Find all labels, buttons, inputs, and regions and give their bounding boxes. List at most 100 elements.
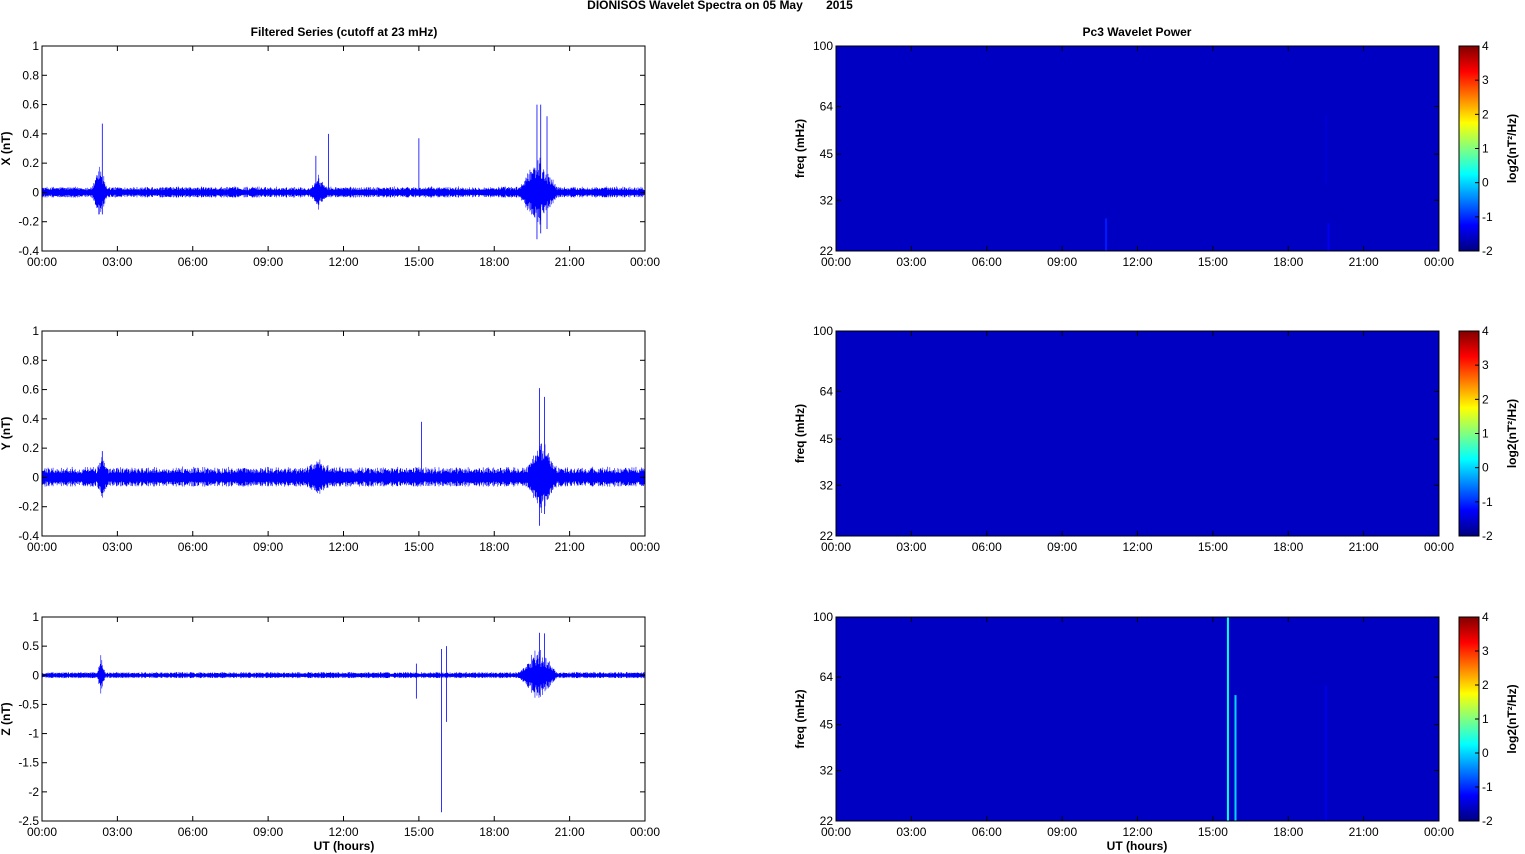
filtered-y-x-tick-label: 09:00: [253, 540, 283, 554]
wavelet-y-colorbar-tick-label: 0: [1482, 461, 1489, 475]
filtered-x-y-tick-label: 0.8: [22, 68, 39, 82]
wavelet-x-colorbar-label: log2(nT²/Hz): [1505, 114, 1519, 183]
filtered-x-plot-area: [42, 46, 645, 251]
wavelet-y-spectrum: [836, 331, 1439, 536]
wavelet-x-colorbar-tick-label: 0: [1482, 176, 1489, 190]
filtered-x-x-tick-label: 03:00: [102, 255, 132, 269]
wavelet-z-y-tick-label: 100: [813, 610, 833, 624]
filtered-x-x-tick-label: 09:00: [253, 255, 283, 269]
wavelet-y-x-tick-label: 18:00: [1273, 540, 1303, 554]
filtered-z-x-tick-label: 06:00: [178, 825, 208, 839]
wavelet-y-x-tick-label: 21:00: [1349, 540, 1379, 554]
wavelet-y-colorbar-tick-label: 4: [1482, 324, 1489, 338]
wavelet-z-colorbar-tick-label: 2: [1482, 678, 1489, 692]
wavelet-x-x-tick-label: 21:00: [1349, 255, 1379, 269]
wavelet-y-x-tick-label: 15:00: [1198, 540, 1228, 554]
wavelet-y-y-tick-label: 32: [820, 478, 834, 492]
wavelet-y-x-tick-label: 06:00: [972, 540, 1002, 554]
filtered-x-x-tick-label: 06:00: [178, 255, 208, 269]
filtered-y-x-tick-label: 18:00: [479, 540, 509, 554]
wavelet-x-colorbar-tick-label: -2: [1482, 244, 1493, 258]
filtered-y-y-tick-label: 0.2: [22, 441, 39, 455]
panel-filtered-y: -0.4 -0.2 0 0.2 0.4 0.6 0.8 1 00:00 03:00 06:00 09:…: [0, 324, 660, 554]
filtered-z-x-tick-label: 15:00: [404, 825, 434, 839]
wavelet-y-y-tick-label: 64: [820, 384, 834, 398]
wavelet-y-y-tick-label: 45: [820, 432, 834, 446]
wavelet-z-colorbar-label: log2(nT²/Hz): [1505, 684, 1519, 753]
filtered-z-y-tick-label: 1: [32, 610, 39, 624]
wavelet-z-colorbar-tick-label: -2: [1482, 814, 1493, 828]
wavelet-z-x-tick-label: 09:00: [1047, 825, 1077, 839]
filtered-y-x-tick-label: 06:00: [178, 540, 208, 554]
wavelet-x-colorbar-tick-label: 2: [1482, 107, 1489, 121]
wavelet-y-colorbar-tick-label: 3: [1482, 358, 1489, 372]
filtered-z-plot-area: [42, 617, 645, 821]
filtered-x-y-tick-label: 0.4: [22, 127, 39, 141]
wavelet-z-power-feature: [1234, 695, 1237, 821]
filtered-z-x-tick-label: 00:00: [630, 825, 660, 839]
wavelet-x-x-tick-label: 15:00: [1198, 255, 1228, 269]
wavelet-x-x-tick-label: 03:00: [896, 255, 926, 269]
wavelet-y-colorbar-tick-label: -2: [1482, 529, 1493, 543]
filtered-z-y-tick-label: 0.5: [22, 639, 39, 653]
wavelet-y-x-tick-label: 03:00: [896, 540, 926, 554]
wavelet-z-spectrum: [836, 617, 1439, 821]
filtered-x-y-tick-label: 1: [32, 39, 39, 53]
filtered-z-y-label: Z (nT): [0, 702, 13, 735]
filtered-y-x-tick-label: 00:00: [630, 540, 660, 554]
filtered-x-y-tick-label: 0.6: [22, 98, 39, 112]
filtered-z-x-tick-label: 00:00: [27, 825, 57, 839]
wavelet-x-power-feature: [1327, 223, 1330, 251]
filtered-y-x-tick-label: 00:00: [27, 540, 57, 554]
wavelet-z-x-tick-label: 03:00: [896, 825, 926, 839]
wavelet-z-power-feature: [1324, 685, 1327, 821]
filtered-y-x-tick-label: 15:00: [404, 540, 434, 554]
wavelet-z-colorbar-tick-label: -1: [1482, 780, 1493, 794]
wavelet-x-x-tick-label: 09:00: [1047, 255, 1077, 269]
wavelet-x-x-tick-label: 06:00: [972, 255, 1002, 269]
wavelet-y-y-tick-label: 100: [813, 324, 833, 338]
filtered-y-y-tick-label: 0.4: [22, 412, 39, 426]
filtered-x-x-tick-label: 15:00: [404, 255, 434, 269]
filtered-z-x-tick-label: 12:00: [328, 825, 358, 839]
wavelet-y-colorbar-tick-label: 2: [1482, 392, 1489, 406]
filtered-z-y-tick-label: -2.5: [18, 814, 39, 828]
wavelet-z-y-tick-label: 45: [820, 718, 834, 732]
filtered-y-y-tick-label: 1: [32, 324, 39, 338]
wavelet-y-x-tick-label: 00:00: [821, 540, 851, 554]
filtered-x-x-tick-label: 21:00: [555, 255, 585, 269]
wavelet-z-colorbar-tick-label: 1: [1482, 712, 1489, 726]
filtered-x-y-tick-label: 0.2: [22, 156, 39, 170]
wavelet-z-y-tick-label: 22: [820, 814, 834, 828]
wavelet-y-x-tick-label: 09:00: [1047, 540, 1077, 554]
wavelet-x-y-tick-label: 22: [820, 244, 834, 258]
wavelet-y-y-tick-label: 22: [820, 529, 834, 543]
filtered-y-y-tick-label: -0.4: [18, 529, 39, 543]
wavelet-x-y-tick-label: 32: [820, 193, 834, 207]
wavelet-x-colorbar-tick-label: -1: [1482, 210, 1493, 224]
wavelet-z-colorbar-tick-label: 3: [1482, 644, 1489, 658]
filtered-y-x-tick-label: 03:00: [102, 540, 132, 554]
filtered-z-y-tick-label: -0.5: [18, 697, 39, 711]
filtered-z-x-tick-label: 03:00: [102, 825, 132, 839]
wavelet-z-x-tick-label: 18:00: [1273, 825, 1303, 839]
wavelet-y-y-label: freq (mHz): [793, 404, 807, 463]
wavelet-z-power-feature: [1226, 617, 1229, 821]
wavelet-x-y-tick-label: 45: [820, 147, 834, 161]
filtered-z-y-tick-label: -2: [28, 785, 39, 799]
wavelet-z-x-tick-label: 00:00: [821, 825, 851, 839]
filtered-x-x-tick-label: 00:00: [630, 255, 660, 269]
filtered-y-plot-area: [42, 331, 645, 536]
filtered-x-y-tick-label: 0: [32, 185, 39, 199]
wavelet-x-x-tick-label: 18:00: [1273, 255, 1303, 269]
wavelet-x-y-tick-label: 100: [813, 39, 833, 53]
wavelet-z-x-tick-label: 06:00: [972, 825, 1002, 839]
wavelet-x-x-tick-label: 00:00: [821, 255, 851, 269]
wavelet-x-x-tick-label: 00:00: [1424, 255, 1454, 269]
filtered-x-y-label: X (nT): [0, 132, 13, 166]
filtered-x-x-tick-label: 00:00: [27, 255, 57, 269]
filtered-z-x-tick-label: 21:00: [555, 825, 585, 839]
wavelet-z-y-label: freq (mHz): [793, 689, 807, 748]
